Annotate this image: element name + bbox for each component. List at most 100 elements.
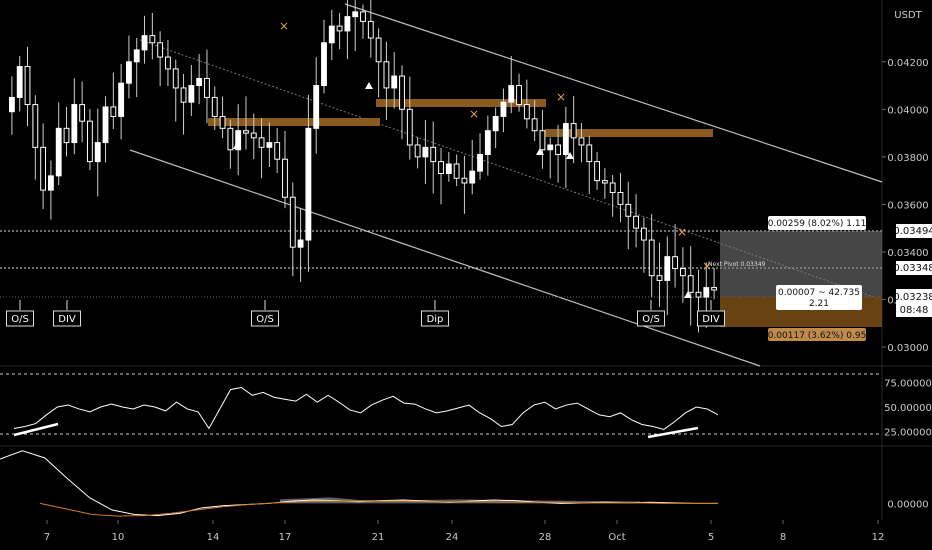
candle-down[interactable] <box>414 144 421 158</box>
candle-up[interactable] <box>55 127 62 177</box>
candle-up[interactable] <box>477 153 483 172</box>
candle-down[interactable] <box>531 118 538 132</box>
candle-up[interactable] <box>344 16 351 32</box>
candle-down[interactable] <box>149 35 156 44</box>
candle-down[interactable] <box>438 161 444 174</box>
candle-down[interactable] <box>87 120 93 163</box>
candle-down[interactable] <box>640 227 647 241</box>
candle-down[interactable] <box>250 132 257 139</box>
candle-up[interactable] <box>305 127 312 241</box>
candle-up[interactable] <box>235 130 242 151</box>
candle-up[interactable] <box>703 287 710 298</box>
candle-up[interactable] <box>188 85 195 103</box>
candle-down[interactable] <box>180 87 187 103</box>
candle-down[interactable] <box>211 96 218 117</box>
candle-down[interactable] <box>204 77 210 98</box>
candle-down[interactable] <box>539 130 546 151</box>
candle-down[interactable] <box>383 61 390 89</box>
candle-up[interactable] <box>313 85 320 129</box>
candle-down[interactable] <box>274 142 281 160</box>
candle-down[interactable] <box>172 68 179 89</box>
candle-down[interactable] <box>430 146 437 163</box>
candle-down[interactable] <box>672 256 679 270</box>
candle-down[interactable] <box>110 106 117 117</box>
candle-up[interactable] <box>94 142 101 163</box>
candle-down[interactable] <box>648 239 655 277</box>
candle-down[interactable] <box>578 137 585 146</box>
candle-up[interactable] <box>118 82 125 117</box>
candle-down[interactable] <box>79 104 86 122</box>
candle-down[interactable] <box>32 104 39 148</box>
candle-up[interactable] <box>47 175 54 191</box>
candle-down[interactable] <box>586 144 593 163</box>
candle-down[interactable] <box>609 182 616 194</box>
candle-up[interactable] <box>391 75 398 89</box>
candle-up[interactable] <box>492 115 499 132</box>
candle-up[interactable] <box>196 77 203 87</box>
candle-up[interactable] <box>500 101 507 117</box>
oscillator-fast-line[interactable] <box>0 450 718 517</box>
candle-up[interactable] <box>664 256 671 281</box>
channel-lower-line[interactable] <box>129 149 761 367</box>
candle-down[interactable] <box>165 56 171 70</box>
candle-down[interactable] <box>523 104 530 120</box>
candle-down[interactable] <box>367 20 374 39</box>
candle-down[interactable] <box>375 37 382 63</box>
candle-up[interactable] <box>484 130 491 155</box>
channel-upper-line[interactable] <box>344 3 883 183</box>
candle-up[interactable] <box>445 163 452 174</box>
candle-up[interactable] <box>16 66 23 98</box>
candle-down[interactable] <box>461 177 468 184</box>
candle-down[interactable] <box>656 275 663 281</box>
candle-up[interactable] <box>352 11 359 18</box>
candle-down[interactable] <box>289 196 296 248</box>
candle-down[interactable] <box>687 275 694 293</box>
candle-down[interactable] <box>227 127 234 151</box>
candle-down[interactable] <box>243 130 249 134</box>
candle-up[interactable] <box>297 239 304 248</box>
resistance-zone[interactable] <box>376 99 546 107</box>
candle-up[interactable] <box>266 142 273 148</box>
candle-up[interactable] <box>422 146 429 158</box>
candle-up[interactable] <box>102 106 109 144</box>
candle-up[interactable] <box>8 96 15 113</box>
candle-down[interactable] <box>406 108 413 146</box>
candle-down[interactable] <box>40 146 47 191</box>
candle-down[interactable] <box>24 66 31 106</box>
candle-down[interactable] <box>711 287 718 291</box>
candle-up[interactable] <box>141 35 148 51</box>
resistance-zone[interactable] <box>208 118 380 126</box>
candle-down[interactable] <box>453 163 460 179</box>
candle-up[interactable] <box>328 25 335 44</box>
oscillator-slow-line[interactable] <box>39 500 718 517</box>
candle-up[interactable] <box>321 42 327 87</box>
candle-down[interactable] <box>555 144 561 155</box>
candle-up[interactable] <box>508 85 515 103</box>
candle-down[interactable] <box>336 25 343 32</box>
candle-down[interactable] <box>157 42 164 58</box>
candle-down[interactable] <box>617 192 624 205</box>
rsi-line[interactable] <box>13 386 719 430</box>
candle-up[interactable] <box>562 123 569 155</box>
candle-down[interactable] <box>601 180 608 184</box>
candle-down[interactable] <box>695 291 702 298</box>
candle-down[interactable] <box>282 158 288 198</box>
candle-down[interactable] <box>679 268 686 277</box>
candle-up[interactable] <box>469 170 476 184</box>
candle-down[interactable] <box>63 127 70 144</box>
candle-up[interactable] <box>71 104 78 144</box>
candle-down[interactable] <box>625 203 632 217</box>
candle-down[interactable] <box>516 85 522 106</box>
candle-down[interactable] <box>594 161 600 182</box>
candle-down[interactable] <box>258 137 265 148</box>
candle-down[interactable] <box>570 123 577 139</box>
candle-down[interactable] <box>360 11 366 22</box>
candle-up[interactable] <box>126 61 132 84</box>
candle-up[interactable] <box>547 144 554 151</box>
candle-down[interactable] <box>399 75 405 110</box>
candle-down[interactable] <box>219 115 226 129</box>
resistance-zone[interactable] <box>545 129 713 137</box>
candle-down[interactable] <box>633 215 639 229</box>
candle-up[interactable] <box>133 49 140 63</box>
